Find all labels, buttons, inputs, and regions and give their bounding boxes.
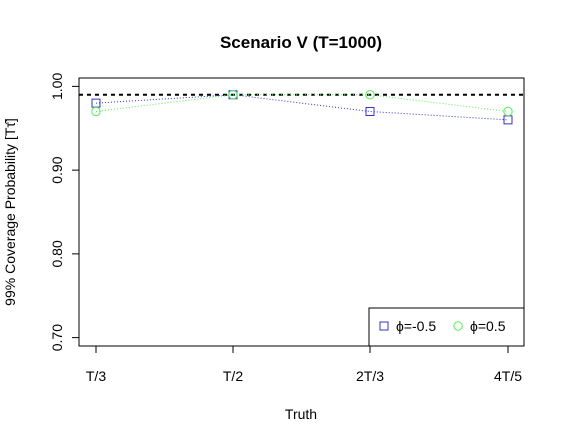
data-point-series-1	[365, 107, 375, 116]
y-tick-label: 0.70	[49, 324, 65, 351]
legend-label-series-1: ϕ=-0.5	[396, 318, 436, 334]
plot-frame	[78, 77, 525, 347]
data-point-series-2	[228, 90, 238, 100]
x-axis: T/3 T/2 2T/3 4T/5	[86, 345, 522, 384]
data-point-series-2	[365, 90, 375, 100]
x-axis-label: Truth	[285, 406, 317, 422]
y-axis-label: 99% Coverage Probability [Tτ̂]	[2, 118, 18, 306]
y-axis: 0.70 0.80 0.90 1.00	[49, 73, 80, 351]
series-line-2	[95, 94, 509, 112]
x-tick-label: T/3	[86, 368, 106, 384]
x-tick-label: T/2	[223, 368, 243, 384]
legend-marker-series-1	[379, 321, 389, 331]
data-point-series-2	[91, 106, 101, 117]
y-tick-label: 1.00	[49, 73, 65, 100]
data-point-series-2	[503, 106, 513, 117]
x-tick-label: 4T/5	[494, 368, 522, 384]
chart-title: Scenario V (T=1000)	[220, 33, 382, 52]
series-layer	[91, 90, 513, 125]
series-line-1	[95, 94, 509, 121]
legend-box	[368, 307, 525, 347]
y-tick-label: 0.80	[49, 240, 65, 267]
y-tick-label: 0.90	[49, 156, 65, 183]
legend-marker-series-2	[453, 321, 463, 331]
data-point-series-1	[503, 115, 513, 125]
legend-label-series-2: ϕ=0.5	[470, 318, 506, 334]
x-tick-label: 2T/3	[356, 368, 384, 384]
legend: ϕ=-0.5 ϕ=0.5	[368, 307, 525, 347]
